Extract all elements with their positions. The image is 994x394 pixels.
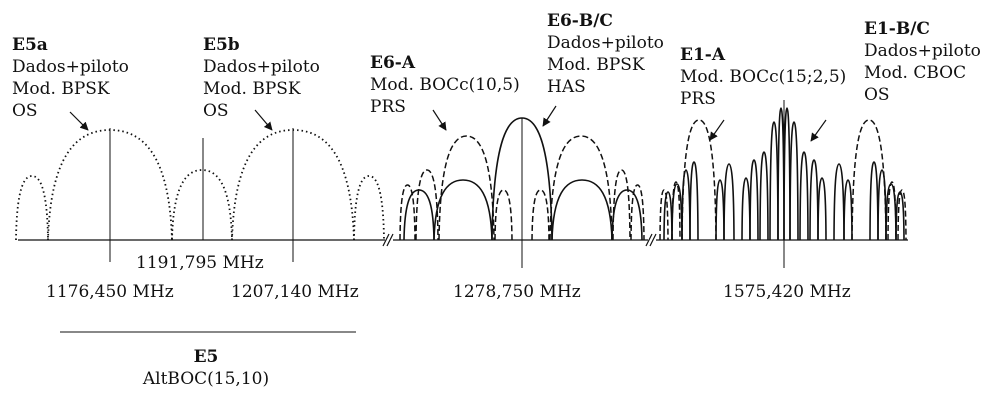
arrow-e1bc xyxy=(810,119,827,142)
e6a-line2: PRS xyxy=(370,97,406,117)
e5-side-lobe-4 xyxy=(353,175,385,241)
freq-e6: 1278,750 MHz xyxy=(453,282,581,302)
e1bc-lobe-29 xyxy=(723,163,735,241)
arrow-e5b xyxy=(254,109,273,131)
label-e5b: E5b Dados+piloto Mod. BPSK OS xyxy=(203,35,320,121)
e1a-line1: Mod. BOCc(15;2,5) xyxy=(680,67,846,87)
e6a-main-lobe-7 xyxy=(438,135,495,241)
e6bc-line2: Mod. BPSK xyxy=(547,55,645,75)
e5-side-lobe-0 xyxy=(15,175,49,241)
e1bc-lobe-39 xyxy=(817,177,827,241)
arrow-e5a xyxy=(69,111,89,131)
e1bc-lobe-30 xyxy=(741,177,751,241)
e1bc-lobe-27 xyxy=(689,161,699,241)
arrow-e1a xyxy=(709,119,725,141)
e6a-name: E6-A xyxy=(370,53,416,73)
e1bc-lobe-44 xyxy=(885,183,897,241)
e5a-line2: Mod. BPSK xyxy=(12,79,110,99)
e1bc-lobe-33 xyxy=(769,121,779,241)
e6a-lobe-8 xyxy=(494,189,513,241)
e1bc-lobe-28 xyxy=(715,179,725,241)
e5-group-label: E5 AltBOC(15,10) xyxy=(142,347,269,389)
e5-mid-lobe-2 xyxy=(171,169,233,241)
e1bc-lobe-24 xyxy=(663,191,673,241)
e6a-line1: Mod. BOCc(10,5) xyxy=(370,75,520,95)
axis-break-e5 xyxy=(382,233,394,247)
freq-e5b: 1207,140 MHz xyxy=(231,282,359,302)
e5b-line3: OS xyxy=(203,101,229,121)
e5-group-name: E5 xyxy=(194,347,219,367)
e1bc-lobe-35 xyxy=(783,107,791,241)
label-e6bc: E6-B/C Dados+piloto Mod. BPSK HAS xyxy=(547,11,664,97)
frequency-labels: 1191,795 MHz 1176,450 MHz 1207,140 MHz 1… xyxy=(46,253,851,302)
e1bc-lobe-34 xyxy=(777,107,785,241)
e5b-name: E5b xyxy=(203,35,240,55)
axis-break-e6 xyxy=(645,233,657,247)
e1bc-lobe-40 xyxy=(833,163,845,241)
e1a-main-lobe-21 xyxy=(851,119,887,241)
e6a-lobe-5 xyxy=(399,184,416,241)
label-e1bc: E1-B/C Dados+piloto Mod. CBOC OS xyxy=(864,19,981,105)
e5a-name: E5a xyxy=(12,35,48,55)
label-e1a: E1-A Mod. BOCc(15;2,5) PRS xyxy=(680,45,846,109)
e6bc-name: E6-B/C xyxy=(547,11,613,31)
e5-group-modulation: AltBOC(15,10) xyxy=(142,369,269,389)
baseline-group xyxy=(18,233,908,247)
e6bc-line1: Dados+piloto xyxy=(547,33,664,53)
e6bc-lobe-13 xyxy=(403,189,435,241)
arrow-group xyxy=(69,105,827,142)
e6bc-lobe-14 xyxy=(433,179,493,241)
e6bc-lobe-16 xyxy=(551,179,613,241)
e1bc-lobe-36 xyxy=(789,121,799,241)
e6bc-line3: HAS xyxy=(547,77,586,97)
e1bc-lobe-41 xyxy=(843,179,853,241)
e1bc-lobe-32 xyxy=(759,151,769,241)
e6a-lobe-9 xyxy=(531,189,550,241)
e1a-lobe-18 xyxy=(659,189,669,241)
e1bc-lobe-26 xyxy=(681,169,691,241)
e1a-lobe-23 xyxy=(897,189,907,241)
e1bc-line2: Mod. CBOC xyxy=(864,63,966,83)
e6a-main-lobe-10 xyxy=(549,135,613,241)
e5a-main-lobe-1 xyxy=(47,129,173,241)
e5b-main-lobe-3 xyxy=(231,129,355,241)
e1bc-lobe-42 xyxy=(869,161,879,241)
freq-e1: 1575,420 MHz xyxy=(723,282,851,302)
e1bc-lobe-38 xyxy=(809,159,819,241)
spectral-lobes xyxy=(15,107,907,241)
freq-e5: 1191,795 MHz xyxy=(136,253,264,273)
arrow-e6bc xyxy=(542,105,557,127)
e6a-lobe-11 xyxy=(612,169,631,241)
e1bc-lobe-43 xyxy=(877,169,887,241)
e1bc-line1: Dados+piloto xyxy=(864,41,981,61)
label-e5a: E5a Dados+piloto Mod. BPSK OS xyxy=(12,35,129,121)
e1bc-name: E1-B/C xyxy=(864,19,930,39)
e6bc-lobe-17 xyxy=(611,189,643,241)
label-e6a: E6-A Mod. BOCc(10,5) PRS xyxy=(370,53,520,117)
e1bc-lobe-37 xyxy=(799,151,809,241)
e6a-lobe-12 xyxy=(630,184,645,241)
e1a-name: E1-A xyxy=(680,45,726,65)
e1bc-lobe-31 xyxy=(749,159,759,241)
arrow-e6a xyxy=(432,109,447,131)
e5a-line1: Dados+piloto xyxy=(12,57,129,77)
e6a-lobe-6 xyxy=(415,169,439,241)
e1bc-lobe-45 xyxy=(895,191,905,241)
e6bc-main-lobe-15 xyxy=(491,117,553,241)
freq-e5a: 1176,450 MHz xyxy=(46,282,174,302)
e1bc-lobe-25 xyxy=(671,183,683,241)
e5b-line2: Mod. BPSK xyxy=(203,79,301,99)
e1a-line2: PRS xyxy=(680,89,716,109)
e5a-line3: OS xyxy=(12,101,38,121)
e1bc-line3: OS xyxy=(864,85,890,105)
e5b-line1: Dados+piloto xyxy=(203,57,320,77)
